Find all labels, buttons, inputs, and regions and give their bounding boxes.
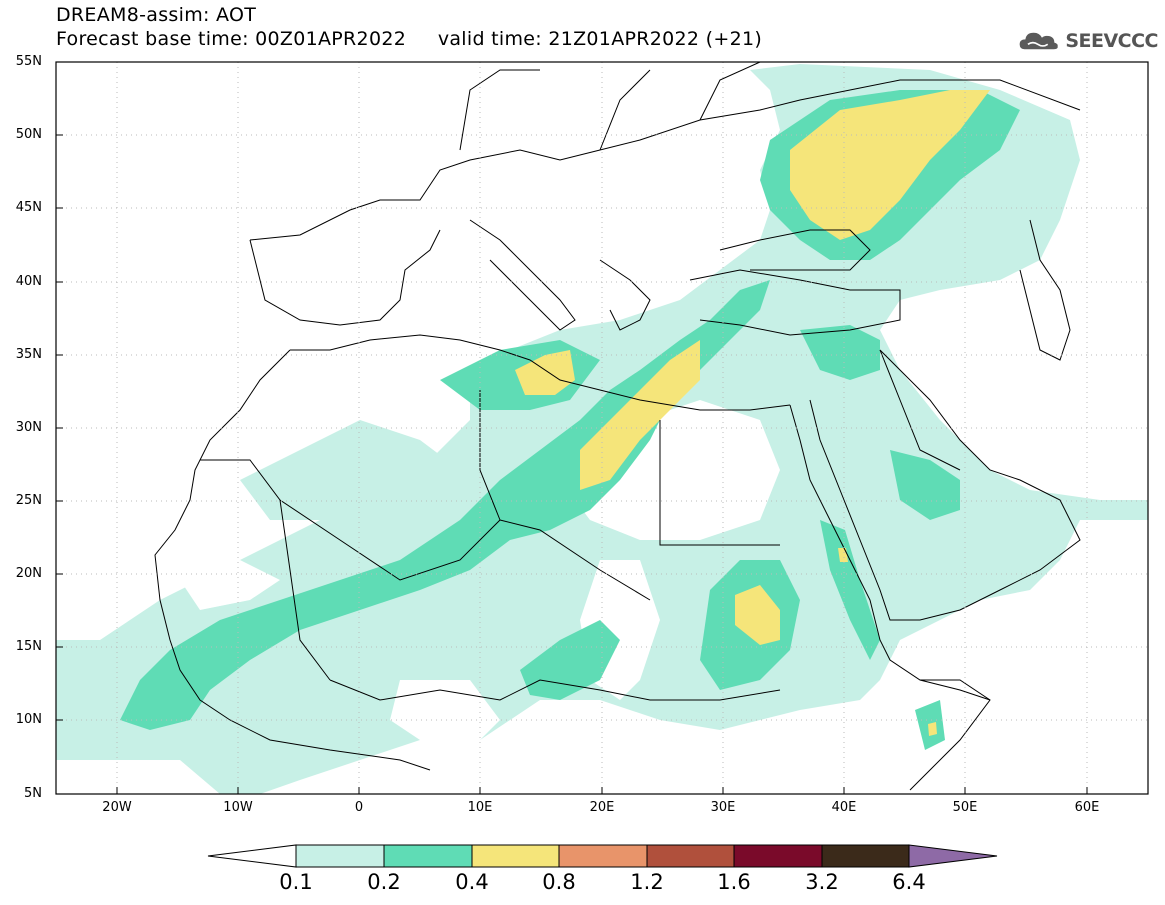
map-subtitle: Forecast base time: 00Z01APR2022 valid t… (56, 28, 763, 50)
aot-high-patch-libya (515, 350, 575, 395)
coast-red-sea-west (789, 404, 991, 701)
seevccc-logo: SEEVCCC (1018, 26, 1158, 56)
cloud-icon (1019, 32, 1058, 50)
border-europe-1 (459, 69, 540, 151)
coast-europe (249, 79, 1081, 241)
lon-label: 0 (354, 800, 364, 815)
aot-clear-west (180, 560, 280, 610)
logo-text: SEEVCCC (1065, 30, 1158, 52)
coast-africa-west (154, 349, 431, 771)
graticule (56, 62, 1148, 794)
lon-label: 50E (952, 800, 978, 815)
aot-medium-patch-arabia (890, 450, 960, 520)
lat-label: 5N (24, 786, 42, 801)
colorbar-label: 1.6 (717, 870, 751, 894)
border-egypt (659, 420, 780, 546)
colorbar-left-arrow (207, 844, 297, 868)
colorbar-label: 1.2 (630, 870, 664, 894)
colorbar-swatch-1 (383, 844, 473, 868)
aot-medium-band (120, 280, 770, 730)
colorbar-swatch-6 (821, 844, 910, 868)
aot-high-patch-east-med (580, 340, 700, 490)
colorbar-right-arrow (908, 844, 998, 868)
border-middle-east (879, 349, 961, 471)
colorbar-swatch-3 (558, 844, 648, 868)
colorbar (207, 844, 998, 868)
lon-label: 20W (102, 800, 132, 815)
colorbar-label: 0.8 (542, 870, 576, 894)
lon-label: 30E (710, 800, 736, 815)
border-africa-central (329, 679, 781, 701)
coast-greece (599, 259, 651, 331)
border-sahara-1 (200, 459, 501, 581)
aot-medium-patch-levant (800, 325, 880, 380)
colorbar-swatch-4 (646, 844, 735, 868)
colorbar-swatch-0 (295, 844, 385, 868)
border-sahara-2 (279, 499, 331, 681)
border-sahara-4 (479, 390, 501, 521)
colorbar-label: 0.1 (279, 870, 313, 894)
coast-iberia (249, 229, 441, 326)
border-sahara-3 (499, 519, 651, 601)
coast-black-sea (719, 229, 871, 271)
lon-label: 40E (831, 800, 857, 815)
lon-label: 10W (223, 800, 253, 815)
border-europe-3 (699, 62, 761, 121)
map-title: DREAM8-assim: AOT (56, 4, 257, 26)
colorbar-label: 0.4 (455, 870, 489, 894)
aot-medium-patch-chad (520, 620, 620, 700)
lat-label: 10N (15, 712, 42, 727)
aot-fields (56, 64, 1148, 794)
lat-label: 45N (15, 200, 42, 215)
lon-label: 10E (467, 800, 493, 815)
coast-arabia (809, 349, 1081, 621)
coastlines (154, 62, 1081, 791)
colorbar-label: 3.2 (805, 870, 839, 894)
colorbar-swatch-5 (733, 844, 823, 868)
coast-italy (469, 219, 576, 331)
coast-caspian (1019, 219, 1071, 361)
lat-label: 50N (15, 127, 42, 142)
aot-light-patch-east (810, 420, 960, 560)
aot-light-patch-north (240, 420, 460, 520)
lat-label: 30N (15, 420, 42, 435)
aot-medium-patch-red-sea (820, 520, 880, 660)
coast-africa-north (290, 334, 791, 411)
lat-label: 55N (15, 54, 42, 69)
lat-label: 15N (15, 639, 42, 654)
lat-label: 20N (15, 566, 42, 581)
aot-high-patch-sudan (735, 585, 780, 645)
aot-high-patch-black-sea (790, 90, 990, 240)
colorbar-swatch-2 (471, 844, 560, 868)
colorbar-label: 6.4 (892, 870, 926, 894)
lat-label: 40N (15, 274, 42, 289)
lat-label: 35N (15, 347, 42, 362)
lon-label: 20E (589, 800, 615, 815)
aot-high-patch-horn (928, 722, 937, 736)
lat-label: 25N (15, 493, 42, 508)
colorbar-label: 0.2 (367, 870, 401, 894)
coast-horn (909, 679, 991, 791)
coast-turkey (689, 269, 901, 336)
border-europe-2 (599, 69, 651, 151)
axis-ticks (56, 61, 1088, 795)
lon-label: 60E (1074, 800, 1100, 815)
